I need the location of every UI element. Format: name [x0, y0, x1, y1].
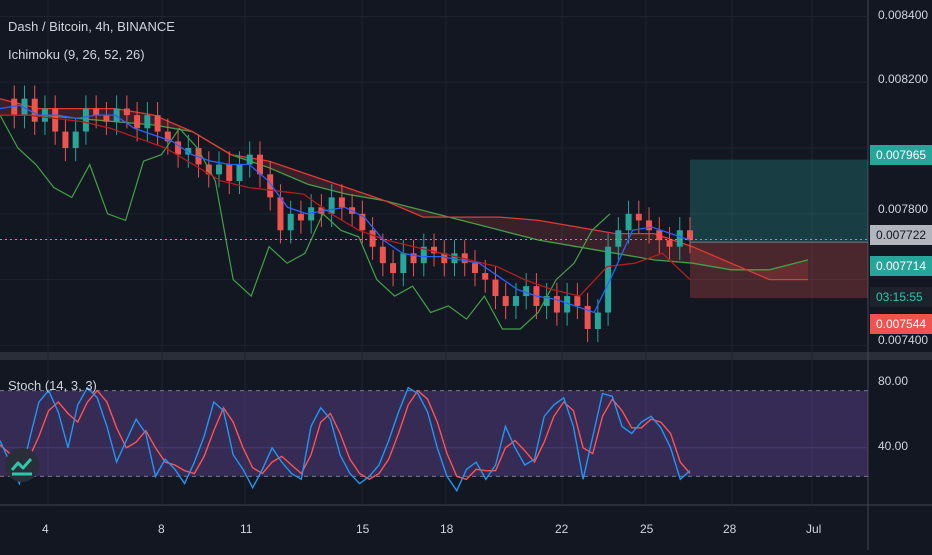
candle-body — [144, 115, 151, 129]
candle-body — [154, 115, 161, 132]
candle-body — [553, 296, 560, 313]
pane-separator — [0, 352, 932, 360]
candle-body — [512, 296, 519, 306]
candle-body — [656, 230, 663, 241]
last-price-tag: 0.007722 — [870, 225, 932, 245]
candle-body — [584, 305, 591, 329]
candle-body — [564, 296, 571, 313]
x-tick-2: 11 — [240, 522, 253, 536]
candle-body — [328, 197, 335, 214]
candle-body — [451, 253, 458, 264]
x-tick-1: 8 — [158, 522, 165, 536]
candle-body — [410, 253, 417, 264]
candle-body — [687, 230, 693, 241]
candle-body — [62, 131, 69, 149]
candle-body — [21, 98, 28, 116]
profit-zone — [690, 159, 868, 243]
x-tick-7: 28 — [723, 522, 737, 536]
candle-body — [523, 286, 530, 297]
candle-body — [605, 246, 612, 313]
candle-body — [226, 164, 233, 181]
candle-body — [52, 108, 59, 132]
candle-body — [431, 246, 438, 254]
candle-body — [369, 230, 376, 247]
candle-body — [31, 98, 38, 122]
candle-body — [164, 131, 171, 142]
candle-body — [236, 164, 243, 181]
candle-body — [195, 148, 202, 165]
candle-body — [492, 279, 499, 297]
candle-body — [666, 240, 673, 247]
candle-body — [379, 246, 386, 264]
kijun-sen — [0, 114, 691, 297]
logo-icon — [10, 458, 33, 476]
candle-body — [646, 220, 653, 231]
x-tick-6: 25 — [640, 522, 654, 536]
x-tick-8: Jul — [806, 522, 822, 536]
candle-body — [277, 197, 284, 231]
tenkan-sen — [0, 104, 691, 314]
stoch-d-line — [0, 389, 691, 481]
stoch-tick-80: 80.00 — [878, 374, 909, 388]
stop-price-tag: 0.007544 — [870, 314, 932, 334]
countdown-tag: 03:15:55 — [870, 287, 932, 307]
candle-body — [93, 108, 100, 116]
candle-body — [246, 154, 253, 165]
candle-body — [318, 207, 325, 214]
candle-body — [134, 115, 141, 129]
x-tick-5: 22 — [555, 522, 569, 536]
ichimoku-cloud — [0, 98, 808, 280]
x-tick-0: 4 — [42, 522, 49, 536]
entry-price-tag: 0.007714 — [870, 256, 932, 276]
candle-body — [267, 174, 274, 198]
candle-body — [390, 263, 397, 274]
candle-body — [543, 296, 550, 306]
price-tick-2: 0.007800 — [878, 202, 929, 216]
senkou-span-b — [0, 98, 808, 281]
candle-body — [123, 108, 130, 116]
candle-body — [594, 312, 601, 329]
stoch-k-line — [0, 386, 691, 493]
candle-body — [338, 197, 345, 208]
candle-body — [441, 253, 448, 264]
ichimoku-legend[interactable]: Ichimoku (9, 26, 52, 26) — [8, 47, 145, 62]
chart-title: Dash / Bitcoin, 4h, BINANCE — [8, 19, 175, 34]
candle-body — [635, 213, 642, 221]
candle-body — [297, 213, 304, 221]
candle-body — [185, 148, 192, 155]
candle-body — [615, 230, 622, 247]
candle-body — [625, 213, 632, 231]
candle-body — [308, 207, 315, 221]
price-tick-1: 0.008200 — [878, 72, 929, 86]
chikou-span — [0, 114, 611, 330]
candle-body — [72, 131, 79, 149]
candle-body — [216, 164, 223, 175]
x-tick-3: 15 — [356, 522, 370, 536]
price-tick-0: 0.008400 — [878, 8, 929, 22]
candle-body — [574, 296, 581, 306]
candle-body — [11, 98, 18, 116]
candle-body — [103, 115, 110, 122]
candle-body — [256, 154, 263, 175]
price-tick-3: 0.007400 — [878, 333, 929, 347]
candle-body — [502, 296, 509, 306]
tradingview-logo[interactable] — [5, 448, 39, 482]
stoch-tick-40: 40.00 — [878, 439, 909, 453]
candle-body — [175, 141, 182, 155]
candle-body — [400, 253, 407, 274]
target-price-tag: 0.007965 — [870, 145, 932, 165]
candle-body — [113, 108, 120, 122]
candle-body — [482, 273, 489, 280]
candle-body — [359, 213, 366, 231]
stoch-legend[interactable]: Stoch (14, 3, 3) — [8, 378, 97, 393]
candle-body — [471, 263, 478, 274]
candle-body — [82, 108, 89, 132]
candle-body — [676, 230, 683, 247]
x-tick-4: 18 — [440, 522, 454, 536]
loss-zone — [690, 242, 868, 299]
candle-body — [287, 213, 294, 231]
candle-body — [420, 246, 427, 264]
